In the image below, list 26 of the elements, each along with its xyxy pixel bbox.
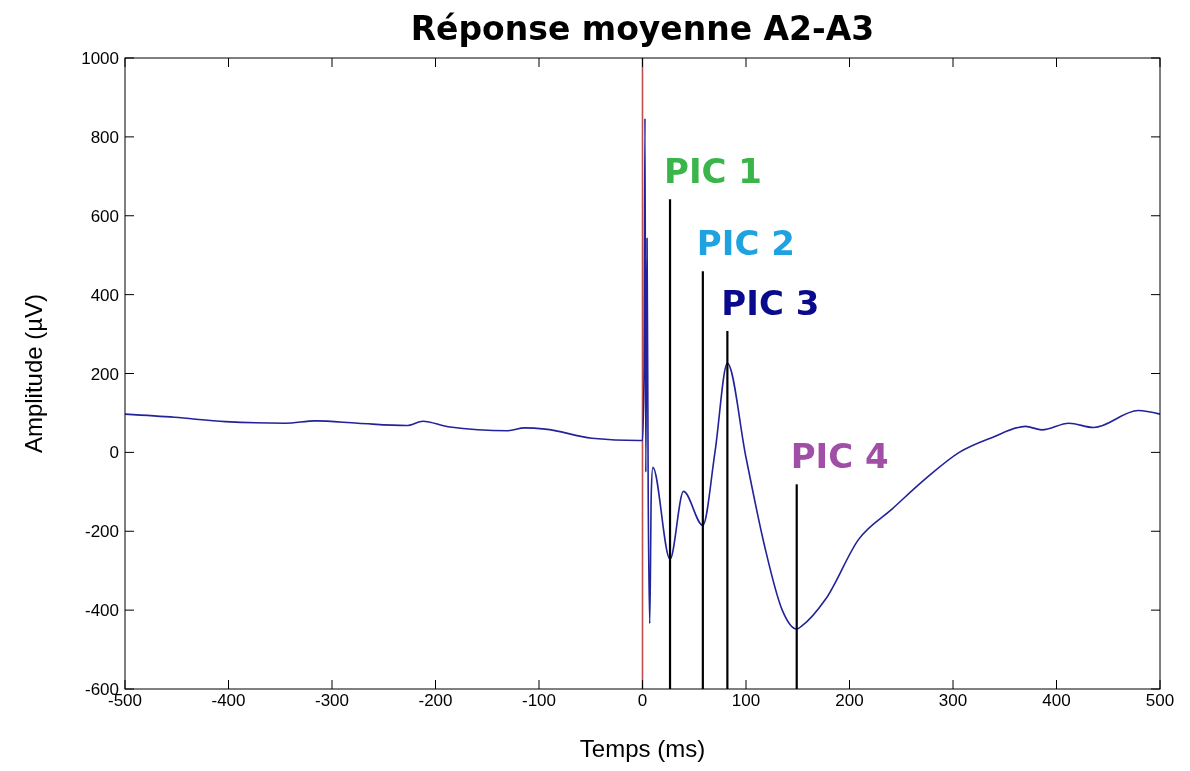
x-tick-label: 500: [1145, 691, 1175, 710]
y-tick-label: -400: [84, 601, 119, 621]
x-tick-label: 100: [731, 691, 761, 710]
annotation: PIC 4: [790, 436, 889, 477]
x-tick-label: 200: [835, 691, 864, 710]
x-axis-title: Temps (ms): [579, 735, 706, 762]
line-series: [124, 117, 1161, 630]
x-tick-label: 300: [938, 691, 968, 710]
y-tick-label: 400: [90, 285, 119, 305]
chart-title: Réponse moyenne A2-A3: [410, 9, 875, 48]
y-tick-label: 0: [109, 443, 119, 463]
y-tick-label: 800: [90, 127, 119, 147]
x-tick-label: -400: [211, 691, 246, 710]
x-tick-label: -300: [314, 691, 350, 710]
x-tick-label: -200: [418, 691, 453, 710]
annotation: PIC 3: [721, 282, 820, 323]
x-tick-label: 400: [1042, 691, 1071, 710]
annotation: PIC 2: [696, 223, 795, 264]
y-axis-title: Amplitude (µV): [20, 293, 47, 454]
x-tick-label: -100: [521, 691, 557, 710]
y-tick-label: 1000: [81, 49, 119, 68]
x-tick-label: 0: [637, 691, 648, 710]
annotation: PIC 1: [664, 151, 763, 192]
y-tick-label: -200: [84, 522, 119, 542]
y-tick-label: 200: [90, 364, 119, 384]
y-tick-label: 600: [90, 206, 119, 226]
